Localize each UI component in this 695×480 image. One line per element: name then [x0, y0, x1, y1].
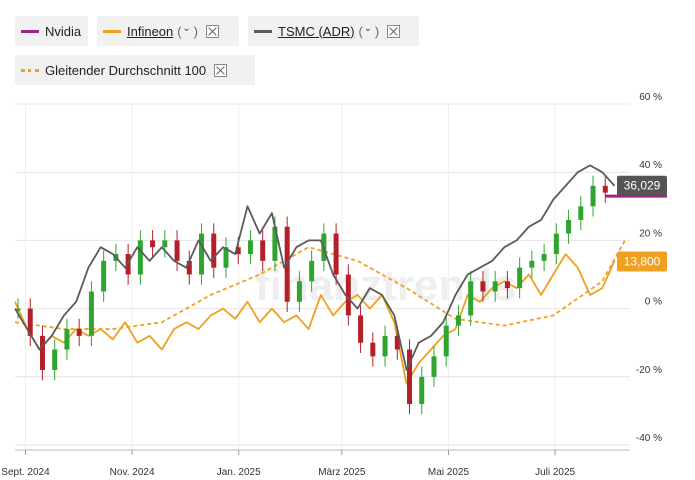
x-tick-label: Juli 2025 — [535, 467, 575, 478]
legend-item-moving-average[interactable]: Gleitender Durchschnitt 100 — [15, 55, 255, 85]
legend-label-infineon[interactable]: Infineon — [127, 23, 174, 39]
nvidia-candle — [186, 260, 192, 275]
close-icon[interactable] — [214, 63, 228, 77]
nvidia-candle — [504, 281, 510, 289]
nvidia-candle — [260, 240, 266, 261]
nvidia-candle — [64, 329, 70, 350]
nvidia-candle — [309, 260, 315, 282]
y-tick-label: 20 % — [639, 228, 662, 239]
nvidia-candle — [541, 254, 547, 261]
last-value-label: 36,029 — [624, 179, 661, 193]
nvidia-candle — [553, 233, 559, 255]
nvidia-candle — [199, 233, 205, 275]
nvidia-candle — [382, 335, 388, 357]
nvidia-candle — [455, 315, 461, 326]
nvidia-candle — [345, 274, 351, 316]
x-tick-label: Mai 2025 — [428, 467, 470, 478]
nvidia-candle — [394, 335, 400, 350]
nvidia-candle — [235, 247, 241, 255]
nvidia-candle — [223, 247, 229, 268]
chevron-down-icon[interactable]: ⌄ — [182, 22, 191, 34]
legend-label-moving-average: Gleitender Durchschnitt 100 — [45, 62, 207, 78]
last-value-badge — [617, 251, 667, 272]
tsmc-paren-left: ( — [358, 23, 363, 39]
chevron-down-icon[interactable]: ⌄ — [363, 22, 373, 34]
nvidia-candle — [174, 240, 180, 261]
last-value-label: 13,800 — [624, 255, 661, 269]
infineon-line — [14, 253, 616, 385]
infineon-paren-left: ( — [177, 23, 182, 39]
nvidia-candle — [150, 240, 156, 248]
nvidia-candle — [272, 226, 278, 261]
nvidia-candle — [296, 281, 302, 302]
nvidia-candle — [517, 267, 523, 289]
nvidia-candle — [480, 281, 486, 292]
infineon-paren-right: ) — [193, 23, 198, 39]
nvidia-candle — [443, 325, 449, 357]
y-tick-label: 40 % — [639, 160, 662, 171]
legend-item-tsmc[interactable]: TSMC (ADR) ( ⌄ ) — [248, 16, 419, 46]
close-icon[interactable] — [387, 24, 401, 38]
nvidia-candle — [15, 308, 21, 311]
moving-average-line — [14, 239, 626, 330]
legend-label-tsmc[interactable]: TSMC (ADR) — [278, 23, 355, 39]
nvidia-candle — [211, 233, 217, 268]
tsmc-paren-right: ) — [374, 23, 380, 39]
y-tick-label: 60 % — [639, 92, 662, 103]
x-tick-label: Jan. 2025 — [217, 467, 261, 478]
nvidia-candle — [137, 240, 143, 275]
nvidia-candle — [468, 281, 474, 316]
x-tick-label: Sept. 2024 — [1, 467, 50, 478]
nvidia-candle — [566, 219, 572, 234]
nvidia-candle — [88, 291, 94, 336]
y-tick-label: 0 % — [645, 297, 662, 308]
close-icon[interactable] — [205, 24, 219, 38]
nvidia-candle — [39, 335, 45, 370]
nvidia-candle — [529, 260, 535, 268]
legend-label-nvidia: Nvidia — [45, 23, 82, 39]
tsmc-line — [14, 164, 616, 371]
nvidia-swatch — [21, 29, 39, 33]
nvidia-candle — [419, 376, 425, 405]
nvidia-candle — [247, 240, 253, 255]
legend-item-nvidia[interactable]: Nvidia — [15, 16, 88, 46]
nvidia-candle — [76, 329, 82, 336]
nvidia-candle — [52, 349, 58, 370]
nvidia-candle — [370, 342, 376, 357]
nvidia-candle — [333, 233, 339, 275]
x-tick-label: März 2025 — [318, 467, 366, 478]
nvidia-candle — [407, 349, 413, 405]
nvidia-candle — [431, 356, 437, 377]
nvidia-candle — [602, 185, 608, 193]
x-tick-label: Nov. 2024 — [110, 467, 155, 478]
nvidia-candle — [101, 260, 107, 292]
legend-item-infineon[interactable]: Infineon ( ⌄ ) — [97, 16, 239, 46]
moving-average-swatch — [21, 68, 39, 72]
nvidia-candle — [578, 206, 584, 220]
nvidia-candle — [590, 185, 596, 207]
nvidia-candle — [27, 308, 33, 336]
y-tick-label: -20 % — [636, 365, 662, 376]
tsmc-swatch — [254, 29, 272, 33]
nvidia-candle — [358, 315, 364, 343]
y-tick-label: -40 % — [636, 433, 662, 444]
nvidia-candle — [492, 281, 498, 292]
nvidia-candle — [162, 240, 168, 248]
last-value-badge — [617, 175, 667, 196]
infineon-swatch — [103, 29, 121, 33]
